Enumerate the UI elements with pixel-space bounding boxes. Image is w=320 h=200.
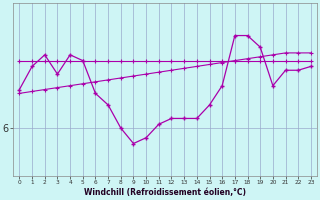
X-axis label: Windchill (Refroidissement éolien,°C): Windchill (Refroidissement éolien,°C) (84, 188, 246, 197)
